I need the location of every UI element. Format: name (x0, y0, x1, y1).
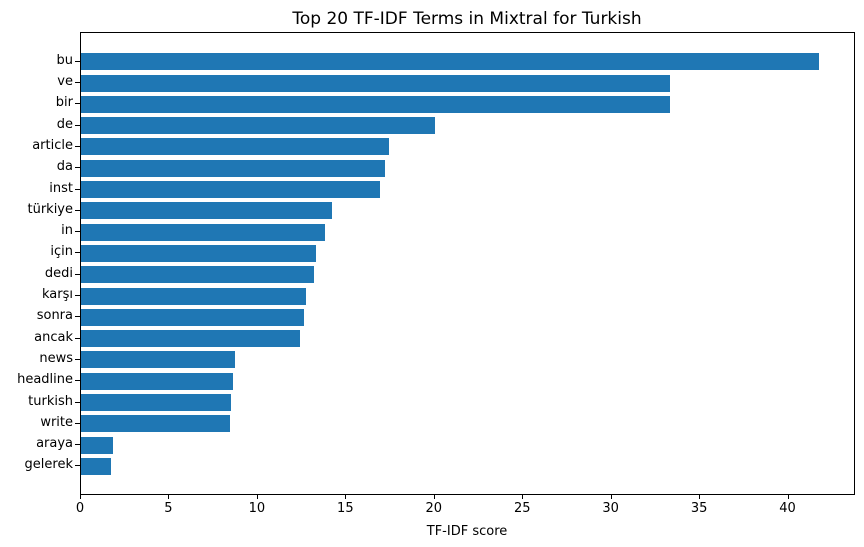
x-tick-mark (522, 494, 524, 499)
y-tick-mark (75, 231, 80, 233)
y-tick-mark (75, 252, 80, 254)
y-tick-mark (75, 465, 80, 467)
plot-area (80, 32, 855, 495)
y-tick-mark (75, 316, 80, 318)
y-tick-label: write (40, 414, 73, 430)
x-tick-label: 35 (690, 501, 708, 516)
x-tick-mark (787, 494, 789, 499)
bar-türkiye (81, 202, 333, 220)
x-tick-mark (433, 494, 435, 499)
y-tick-mark (75, 82, 80, 83)
x-tick-label: 0 (75, 501, 85, 516)
x-tick-label: 10 (248, 501, 266, 516)
bar-bir (81, 95, 671, 113)
y-tick-label: dedi (44, 265, 73, 281)
x-tick-label: 15 (337, 501, 354, 516)
x-tick-mark (256, 494, 258, 499)
x-tick-mark (80, 494, 81, 499)
y-tick-label: karşı (42, 287, 73, 302)
y-tick-label: ve (57, 74, 73, 89)
x-tick-label: 25 (513, 501, 531, 516)
bar-gelerek (81, 457, 112, 475)
y-tick-label: headline (17, 372, 73, 388)
y-tick-mark (75, 295, 80, 296)
y-tick-label: için (50, 244, 73, 260)
x-tick-mark (610, 494, 612, 499)
y-tick-mark (75, 273, 80, 275)
bar-headline (81, 372, 234, 390)
bar-write (81, 415, 230, 433)
y-tick-mark (75, 60, 80, 62)
y-tick-label: in (61, 223, 73, 239)
y-tick-label: da (56, 159, 73, 175)
x-tick-label: 40 (779, 501, 796, 516)
y-tick-mark (75, 145, 80, 147)
bar-article (81, 138, 389, 156)
bar-dedi (81, 266, 315, 284)
y-tick-mark (75, 444, 80, 446)
y-tick-label: ancak (34, 329, 73, 345)
x-tick-label: 20 (425, 501, 443, 516)
y-tick-mark (75, 380, 80, 382)
x-tick-label: 5 (164, 501, 173, 516)
bar-araya (81, 436, 113, 454)
bar-in (81, 223, 326, 241)
y-tick-label: turkish (28, 393, 73, 409)
bar-turkish (81, 394, 232, 411)
bar-bu (81, 53, 819, 71)
bar-sonra (81, 308, 304, 326)
y-tick-mark (75, 401, 80, 403)
bar-karşı (81, 287, 306, 305)
y-tick-label: inst (49, 180, 73, 196)
y-tick-label: bir (55, 95, 73, 111)
x-tick-label: 30 (602, 501, 619, 516)
x-axis-label: TF-IDF score (426, 524, 508, 539)
y-tick-mark (75, 209, 80, 211)
y-tick-label: news (39, 350, 73, 366)
bar-için (81, 244, 317, 262)
y-tick-mark (75, 124, 80, 126)
y-tick-mark (75, 422, 80, 424)
y-tick-label: sonra (36, 308, 73, 324)
y-tick-label: bu (56, 52, 74, 68)
y-tick-mark (75, 103, 80, 105)
bar-inst (81, 181, 380, 198)
bar-ve (81, 74, 671, 92)
y-tick-label: de (56, 116, 73, 132)
chart-title: Top 20 TF-IDF Terms in Mixtral for Turki… (292, 9, 642, 29)
y-tick-mark (75, 188, 80, 190)
y-tick-mark (75, 358, 80, 360)
y-tick-label: türkiye (27, 201, 73, 217)
y-tick-label: gelerek (24, 457, 73, 473)
bar-de (81, 117, 435, 135)
x-tick-mark (168, 494, 170, 499)
y-tick-mark (75, 167, 80, 169)
y-tick-label: araya (36, 436, 73, 452)
y-tick-mark (75, 337, 80, 339)
x-tick-mark (699, 494, 701, 499)
x-tick-mark (345, 494, 347, 499)
bar-ancak (81, 330, 301, 348)
bar-news (81, 351, 235, 369)
bar-da (81, 159, 386, 177)
y-tick-label: article (32, 137, 73, 153)
